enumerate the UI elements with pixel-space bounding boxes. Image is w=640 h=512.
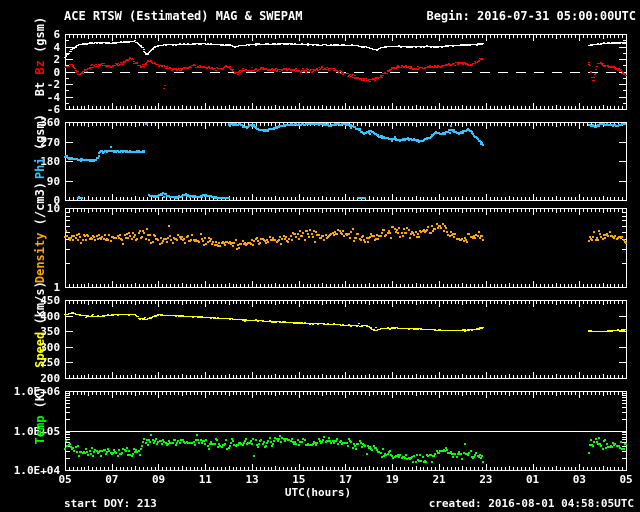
bt-label-part: Bt: [33, 74, 47, 97]
y-axis-label-speed: Speed (km/s): [19, 281, 61, 397]
created-timestamp: created: 2016-08-01 04:58:05UTC: [428, 497, 634, 510]
x-axis-title: UTC(hours): [284, 486, 352, 499]
density-unit-label: (/cm3): [33, 181, 47, 226]
speed-unit-label: (km/s): [33, 281, 47, 325]
y-axis-label-temp: Temp (K): [19, 387, 61, 474]
density-label-part: Density: [33, 225, 47, 284]
phi-label-part: Phi: [33, 150, 47, 180]
phi-unit-label: (gsm): [33, 114, 47, 151]
gsm-unit-label: (gsm): [33, 16, 47, 53]
plot-title: ACE RTSW (Estimated) MAG & SWEPAM: [64, 9, 303, 23]
temp-unit-label: (K): [33, 386, 47, 409]
temp-label-part: Temp: [33, 408, 47, 445]
start-doy-label: start DOY: 213: [64, 497, 157, 510]
begin-timestamp: Begin: 2016-07-31 05:00:00UTC: [426, 9, 636, 23]
bz-label-part: Bz: [33, 52, 47, 75]
speed-label-part: Speed: [33, 324, 47, 368]
y-axis-label-bt-bz: Bt Bz (gsm): [19, 17, 61, 125]
